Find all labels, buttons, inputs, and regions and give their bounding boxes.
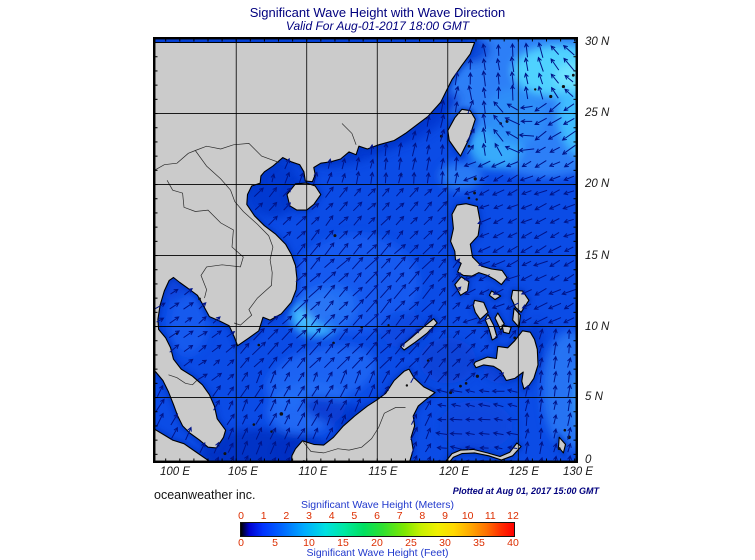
meters-tick-label: 3 xyxy=(306,510,312,522)
meters-tick-label: 9 xyxy=(442,510,448,522)
feet-tick-label: 35 xyxy=(473,537,485,549)
feet-tick-label: 40 xyxy=(507,537,519,549)
lat-tick-label: 0 xyxy=(585,454,592,466)
landmass-panay xyxy=(472,299,489,320)
meters-tick-label: 11 xyxy=(484,510,496,522)
meters-tick-label: 5 xyxy=(351,510,358,522)
lat-tick-label: 25 N xyxy=(585,107,610,119)
lat-tick-label: 20 N xyxy=(585,178,610,190)
landmass-borneo xyxy=(291,368,436,463)
landmass-mindoro xyxy=(454,276,470,296)
lon-tick-label: 110 E xyxy=(298,466,328,478)
landmass-taiwan xyxy=(447,108,476,157)
feet-tick-label: 0 xyxy=(238,537,244,549)
meters-tick-label: 4 xyxy=(328,510,335,522)
meters-tick-label: 10 xyxy=(461,510,474,522)
colorbar-title-feet: Significant Wave Height (Feet) xyxy=(306,547,449,559)
landmass-sumatra xyxy=(153,427,213,463)
page-title: Significant Wave Height with Wave Direct… xyxy=(249,5,506,20)
lon-tick-label: 125 E xyxy=(508,466,540,478)
country-borders xyxy=(154,123,406,454)
colorbar-gradient xyxy=(240,522,515,537)
feet-tick-label: 10 xyxy=(303,537,315,549)
page-subtitle: Valid For Aug-01-2017 18:00 GMT xyxy=(285,19,470,33)
colorbar-title-meters: Significant Wave Height (Meters) xyxy=(300,499,455,511)
wave-map xyxy=(153,37,578,463)
lon-tick-label: 130 E xyxy=(562,466,594,478)
feet-tick-label: 15 xyxy=(337,537,349,549)
lat-tick-label: 15 N xyxy=(585,250,610,262)
lon-tick-label: 105 E xyxy=(227,466,259,478)
lat-tick-label: 10 N xyxy=(585,321,610,333)
feet-tick-label: 5 xyxy=(272,537,278,549)
meters-tick-label: 12 xyxy=(507,510,519,522)
feet-tick-label: 20 xyxy=(371,537,383,549)
lat-tick-label: 5 N xyxy=(585,391,603,403)
feet-tick-label: 25 xyxy=(405,537,417,549)
landmass-sulawesi xyxy=(445,442,522,463)
meters-tick-label: 2 xyxy=(283,510,290,522)
wave-direction-arrows xyxy=(154,41,577,463)
meters-tick-label: 7 xyxy=(396,510,403,522)
landmass-luzon xyxy=(450,203,508,286)
meters-tick-label: 1 xyxy=(260,510,267,522)
landmass-mindanao xyxy=(473,330,539,390)
land-layer xyxy=(153,41,567,463)
lon-tick-label: 115 E xyxy=(368,466,398,478)
grid-lines xyxy=(153,37,578,463)
map-frame xyxy=(153,37,578,463)
brand-text: oceanweather inc. xyxy=(154,488,256,502)
lat-tick-label: 30 N xyxy=(585,36,610,48)
meters-tick-label: 0 xyxy=(238,510,244,522)
landmass-mainland xyxy=(153,41,476,449)
feet-tick-label: 30 xyxy=(439,537,451,549)
lon-tick-label: 100 E xyxy=(159,466,191,478)
plotted-at-text: Plotted at Aug 01, 2017 15:00 GMT xyxy=(452,486,599,496)
meters-tick-label: 8 xyxy=(419,510,426,522)
meters-tick-label: 6 xyxy=(374,510,380,522)
lon-tick-label: 120 E xyxy=(438,466,470,478)
